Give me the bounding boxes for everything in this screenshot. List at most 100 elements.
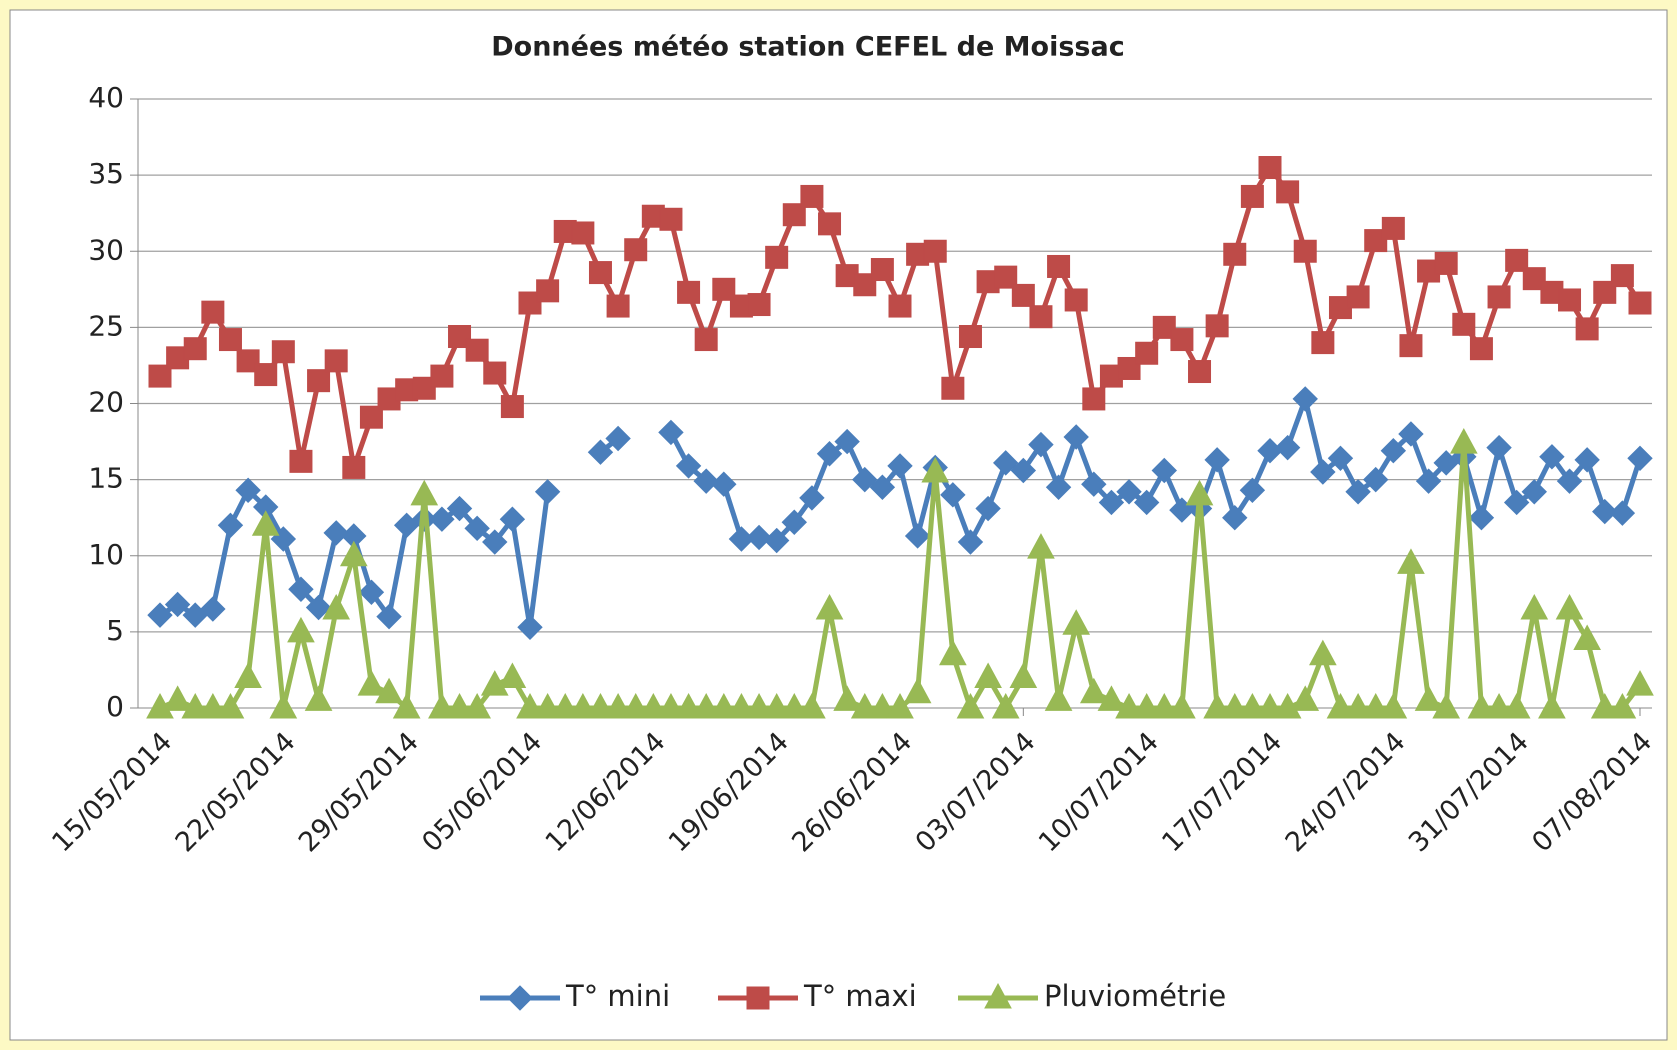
marker [483, 361, 507, 385]
marker [1097, 685, 1126, 711]
marker [587, 439, 614, 465]
marker [516, 692, 544, 719]
marker [465, 338, 489, 362]
marker [218, 328, 242, 352]
marker [1555, 593, 1584, 620]
marker [534, 479, 561, 505]
marker [852, 466, 878, 493]
marker [1133, 489, 1160, 516]
marker [200, 596, 226, 622]
marker [939, 639, 967, 666]
marker [500, 395, 524, 419]
marker [147, 602, 173, 628]
marker [869, 474, 896, 500]
marker [1203, 692, 1231, 719]
marker [199, 692, 227, 719]
marker [464, 515, 490, 542]
y-tick-label: 40 [88, 81, 124, 114]
marker [1575, 317, 1599, 341]
marker [1135, 341, 1159, 365]
marker [1222, 504, 1248, 531]
marker [1079, 677, 1108, 704]
marker [430, 364, 454, 388]
marker [658, 419, 684, 446]
marker [1415, 468, 1442, 494]
marker [234, 662, 262, 689]
marker [571, 221, 595, 245]
marker [288, 576, 314, 602]
marker [251, 510, 280, 536]
marker [463, 692, 491, 719]
marker [412, 376, 436, 400]
marker [1258, 156, 1282, 180]
marker [994, 265, 1018, 289]
marker [392, 692, 421, 719]
y-tick-label: 20 [88, 386, 124, 419]
marker [1117, 356, 1141, 380]
marker [674, 692, 703, 719]
marker [1574, 447, 1600, 473]
marker [376, 603, 402, 630]
marker [1432, 692, 1461, 719]
marker [1150, 692, 1179, 719]
marker [621, 692, 650, 719]
marker [1311, 331, 1335, 355]
marker [958, 325, 982, 349]
marker [1379, 692, 1408, 719]
marker [1627, 445, 1653, 472]
marker [536, 279, 560, 303]
marker [1539, 444, 1565, 470]
marker [1170, 328, 1194, 352]
marker [941, 376, 965, 400]
marker [604, 692, 632, 719]
marker [1610, 264, 1634, 288]
marker [517, 614, 543, 641]
marker [727, 692, 756, 719]
marker [1344, 692, 1372, 719]
marker [324, 349, 348, 373]
series [147, 386, 1653, 641]
marker [956, 692, 985, 719]
marker [1469, 337, 1493, 361]
marker [1449, 428, 1478, 454]
marker [780, 692, 809, 719]
y-tick-label: 15 [88, 462, 124, 495]
marker [254, 363, 278, 387]
marker [1132, 692, 1161, 719]
marker [1116, 479, 1142, 505]
marker [1240, 184, 1264, 208]
marker [711, 471, 737, 497]
marker [1503, 489, 1530, 516]
marker [216, 692, 245, 719]
marker [1397, 548, 1425, 574]
marker [853, 273, 877, 297]
marker [1414, 685, 1443, 711]
marker [1276, 180, 1300, 204]
marker [1363, 466, 1389, 493]
marker [569, 692, 597, 719]
y-tick-label: 25 [88, 309, 124, 342]
marker [1063, 424, 1089, 450]
marker [1098, 489, 1125, 516]
marker [782, 203, 806, 227]
marker [1047, 254, 1071, 278]
marker [1626, 670, 1654, 696]
marker [763, 527, 790, 554]
marker [1151, 457, 1177, 484]
marker [762, 692, 791, 719]
marker [551, 692, 580, 719]
chart-title: Données météo station CEFEL de Moissac [491, 32, 1124, 63]
marker [624, 238, 648, 262]
marker [1045, 474, 1072, 500]
series [146, 428, 1654, 719]
marker [1593, 280, 1617, 304]
marker [1590, 692, 1619, 719]
marker [1608, 692, 1637, 719]
marker [271, 340, 295, 364]
marker [1291, 685, 1320, 711]
marker [1520, 593, 1549, 620]
y-tick-label: 0 [106, 690, 124, 723]
marker [1505, 248, 1529, 272]
series [148, 156, 1652, 479]
